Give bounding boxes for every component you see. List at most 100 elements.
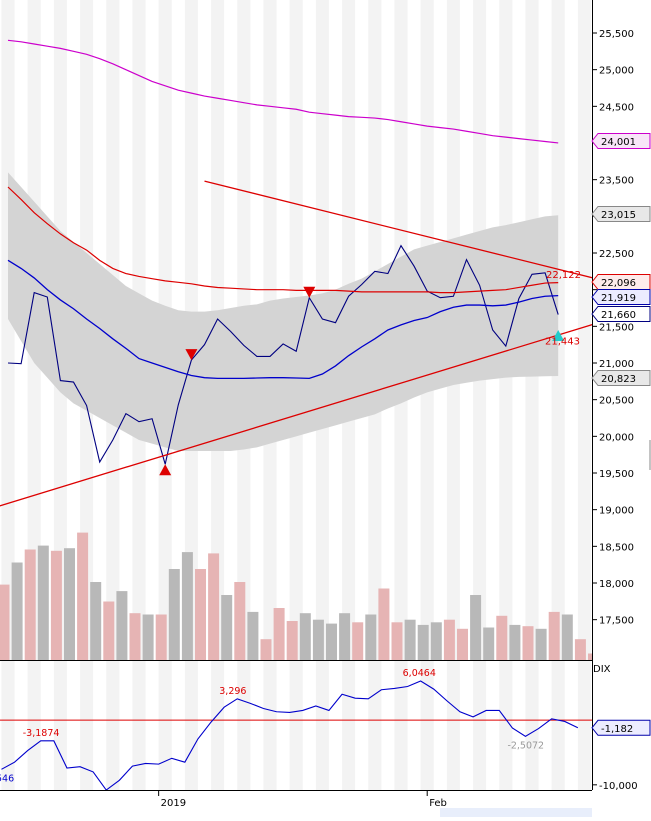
- volume-bar: [312, 619, 324, 660]
- y-tick-label: 18,500: [599, 542, 634, 553]
- sell-marker: [303, 286, 316, 298]
- axis-value-box: [591, 206, 651, 222]
- upper-trend-label: 22,122: [546, 270, 581, 281]
- dix-annotation: -3,1874: [23, 728, 60, 739]
- grid-column: [27, 0, 41, 790]
- dix-annotation: -2,5072: [507, 740, 544, 751]
- lower-trend-label: 21,443: [545, 337, 580, 348]
- dix-line: [1, 680, 579, 790]
- volume-bar: [339, 613, 351, 660]
- volume-bar: [181, 552, 193, 660]
- volume-bar: [430, 622, 442, 660]
- volume-bar: [548, 611, 560, 660]
- volume-bar: [234, 582, 246, 660]
- axis-value-box: [591, 289, 651, 305]
- dix-annotation: 3,296: [219, 686, 246, 697]
- volume-bar: [64, 548, 75, 660]
- axis-value-label: 21,919: [601, 293, 636, 304]
- axis-value-label: 22,096: [601, 278, 636, 289]
- axis-value-box: [591, 133, 651, 149]
- grid-column: [499, 0, 513, 790]
- volume-bar: [588, 653, 592, 660]
- trendline-lower: [0, 324, 592, 507]
- y-tick-label: 19,500: [599, 469, 634, 480]
- y-tick-label: 20,500: [599, 396, 634, 407]
- axis-value-label: 20,823: [601, 374, 636, 385]
- volume-bar: [24, 549, 36, 660]
- volume-bar: [391, 622, 403, 660]
- y-tick-label: 21,000: [599, 359, 634, 370]
- buy-marker: [552, 330, 565, 341]
- sell-marker: [185, 349, 198, 361]
- grid-column: [1, 0, 15, 790]
- axis-value-box: [591, 274, 651, 290]
- price-line: [7, 244, 559, 465]
- ma-mid-line: [7, 186, 559, 294]
- volume-bar: [129, 613, 141, 660]
- axis-value-label: 24,001: [601, 137, 636, 148]
- volume-bar: [404, 619, 416, 660]
- volume-bar: [326, 623, 337, 660]
- dix-annotation: 6,0464: [403, 668, 436, 679]
- ma-long-line: [7, 39, 559, 144]
- volume-bar: [90, 582, 102, 660]
- y-tick-label: 19,000: [599, 506, 634, 517]
- volume-bar: [299, 613, 311, 660]
- volume-bar: [470, 595, 482, 660]
- volume-bar: [195, 569, 206, 660]
- dix-annotation: 546: [0, 773, 14, 784]
- y-tick-label: 22,500: [599, 249, 634, 260]
- axis-value-label: 21,660: [601, 310, 636, 321]
- volume-bar: [168, 569, 180, 660]
- dix-annotation: -10,8027: [88, 794, 131, 805]
- volume-bar: [37, 545, 49, 660]
- volume-bar: [286, 621, 298, 660]
- grid-column: [446, 0, 460, 790]
- axis-value-box: [591, 370, 651, 386]
- dix-y-tick-label: -10,000: [599, 781, 638, 792]
- volume-bar: [378, 588, 390, 660]
- y-tick-label: 24,500: [599, 102, 634, 113]
- volume-bar: [352, 622, 364, 660]
- volume-bar: [443, 619, 455, 660]
- x-tick-label: Feb: [429, 798, 447, 809]
- volume-bar: [11, 562, 23, 660]
- axis-value-box: [591, 719, 651, 736]
- trendline-upper: [204, 180, 592, 279]
- grid-column: [473, 0, 487, 790]
- y-tick-label: 23,500: [599, 176, 634, 187]
- volume-bar: [260, 639, 272, 660]
- y-tick-label: 25,000: [599, 66, 634, 77]
- axis-value-label: 23,015: [601, 210, 636, 221]
- volume-bar: [483, 627, 495, 660]
- volume-bar: [522, 626, 534, 660]
- y-tick-label: 20,000: [599, 432, 634, 443]
- volume-bar: [77, 532, 89, 660]
- volume-bar: [509, 624, 521, 660]
- axis-value-box: [591, 306, 651, 322]
- volume-bar: [208, 553, 220, 660]
- volume-bar: [50, 550, 62, 660]
- volume-bar: [103, 601, 115, 660]
- volume-bar: [417, 624, 429, 660]
- y-tick-label: 25,500: [599, 29, 634, 40]
- volume-bar: [574, 639, 586, 660]
- axis-value-label: -1,182: [601, 724, 633, 735]
- y-tick-label: 17,500: [599, 616, 634, 627]
- volume-bar: [0, 584, 10, 660]
- volume-bar: [116, 591, 128, 660]
- bollinger-band: [8, 172, 559, 452]
- ma-short-line: [7, 259, 559, 380]
- x-range-highlight[interactable]: [440, 808, 592, 817]
- y-tick-label: 21,500: [599, 322, 634, 333]
- volume-bar: [221, 595, 233, 660]
- buy-marker: [159, 464, 172, 476]
- x-tick-label: 2019: [161, 798, 186, 809]
- y-tick-label: 18,000: [599, 579, 634, 590]
- grid-column: [420, 0, 434, 790]
- dix-title: DIX: [593, 664, 611, 675]
- volume-bar: [155, 614, 167, 660]
- grid-column: [525, 0, 539, 790]
